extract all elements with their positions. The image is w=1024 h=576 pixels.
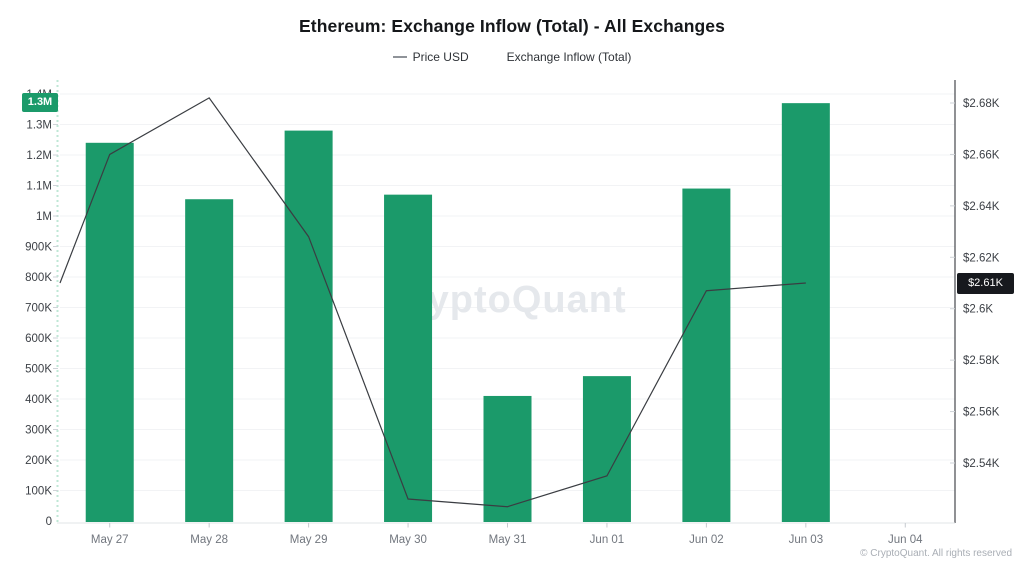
right-axis-label: $2.62K <box>963 252 1000 264</box>
x-axis-label: Jun 03 <box>789 534 824 546</box>
right-axis-label: $2.66K <box>963 149 1000 161</box>
x-axis-label: Jun 02 <box>689 534 724 546</box>
line-swatch-icon <box>392 56 407 58</box>
legend: Price USD Exchange Inflow (Total) <box>0 50 1024 64</box>
left-axis-label: 800K <box>25 272 52 284</box>
right-axis-label: $2.6K <box>963 304 993 316</box>
inflow-value-badge: 1.3M <box>22 93 58 112</box>
left-axis-label: 700K <box>25 303 52 315</box>
inflow-bar-may-30[interactable] <box>384 194 433 522</box>
left-axis-label: 400K <box>25 394 52 406</box>
legend-item-exchange-inflow[interactable]: Exchange Inflow (Total) <box>491 50 632 64</box>
right-axis-label: $2.64K <box>963 201 1000 213</box>
inflow-bar-may-28[interactable] <box>185 199 234 522</box>
inflow-bar-may-27[interactable] <box>85 142 134 523</box>
x-axis-label: May 30 <box>389 534 427 546</box>
right-axis-label: $2.56K <box>963 407 1000 419</box>
x-axis-label: May 28 <box>190 534 228 546</box>
right-axis-label: $2.54K <box>963 458 1000 470</box>
left-axis-label: 1.1M <box>26 181 52 193</box>
price-line[interactable] <box>59 97 806 508</box>
left-axis-label: 1.2M <box>26 150 52 162</box>
copyright: © CryptoQuant. All rights reserved <box>860 548 1012 559</box>
x-axis-label: May 27 <box>91 534 129 546</box>
left-axis-label: 200K <box>25 455 52 467</box>
left-axis-label: 900K <box>25 242 52 254</box>
inflow-bar-jun-03[interactable] <box>781 103 830 523</box>
legend-label: Price USD <box>412 50 469 64</box>
right-axis-label: $2.68K <box>963 98 1000 110</box>
price-value-badge: $2.61K <box>957 273 1014 294</box>
x-axis-label: Jun 04 <box>888 534 923 546</box>
inflow-bar-may-31[interactable] <box>483 395 532 522</box>
left-axis-label: 1M <box>36 211 52 223</box>
chart-title: Ethereum: Exchange Inflow (Total) - All … <box>299 16 725 36</box>
inflow-bar-jun-02[interactable] <box>682 188 731 523</box>
left-axis-label: 300K <box>25 425 52 437</box>
x-axis-label: May 31 <box>489 534 527 546</box>
left-axis-label: 500K <box>25 364 52 376</box>
left-axis-label: 600K <box>25 333 52 345</box>
x-axis-label: May 29 <box>290 534 328 546</box>
legend-item-price-usd[interactable]: Price USD <box>392 50 469 64</box>
left-axis-label: 1.3M <box>26 120 52 132</box>
x-axis-label: Jun 01 <box>590 534 625 546</box>
inflow-bar-jun-01[interactable] <box>582 376 631 522</box>
right-axis-label: $2.58K <box>963 355 1000 367</box>
legend-label: Exchange Inflow (Total) <box>506 50 632 64</box>
left-axis-label: 0 <box>46 516 52 528</box>
inflow-bar-may-29[interactable] <box>284 130 333 522</box>
left-axis-label: 100K <box>25 486 52 498</box>
